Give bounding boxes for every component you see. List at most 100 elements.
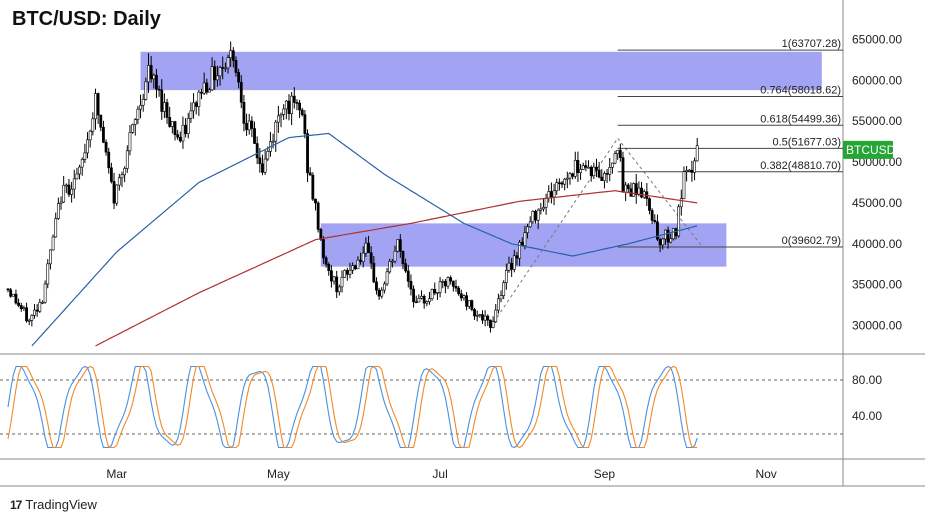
candle-body: [263, 158, 267, 173]
candle-body: [351, 265, 355, 271]
candle-body: [144, 81, 148, 100]
price-tick-label: 55000.00: [852, 114, 902, 128]
candle-body: [613, 153, 617, 164]
candle-body: [319, 229, 323, 240]
candle-body: [459, 293, 463, 299]
candle-body: [345, 270, 349, 275]
candle-body: [125, 150, 129, 169]
candle-body: [170, 121, 174, 127]
candle-body: [43, 283, 47, 303]
candle-body: [502, 282, 506, 296]
candle-body: [56, 203, 60, 219]
candle-body: [231, 50, 235, 61]
candle-body: [176, 134, 180, 138]
candle-body: [571, 173, 575, 177]
candle-body: [266, 151, 270, 160]
candle-body: [218, 67, 222, 77]
candle-body: [401, 250, 405, 264]
candle-body: [677, 206, 681, 237]
candle-body: [186, 118, 190, 134]
candle-body: [223, 67, 227, 70]
candle-body: [343, 270, 347, 278]
candle-body: [422, 295, 426, 304]
time-tick-label: Sep: [594, 467, 616, 481]
candle-body: [245, 123, 248, 131]
candle-body: [621, 157, 625, 193]
candle-body: [632, 183, 635, 197]
candle-body: [300, 109, 304, 115]
candle-body: [581, 165, 585, 170]
price-tick-label: 60000.00: [852, 73, 902, 87]
candle-body: [168, 117, 172, 127]
candle-body: [139, 104, 142, 110]
candle-body: [550, 191, 553, 198]
candle-body: [27, 320, 31, 322]
fib-level-label: 0.382(48810.70): [760, 160, 841, 172]
price-tag-label: BTCUSD: [846, 143, 896, 157]
candle-body: [202, 82, 206, 94]
candle-body: [189, 110, 193, 119]
candle-body: [75, 173, 79, 180]
osc-tick-label: 40.00: [852, 409, 882, 423]
candle-body: [88, 130, 92, 141]
candle-body: [200, 91, 203, 94]
candle-body: [515, 255, 519, 259]
candle-body: [433, 288, 437, 294]
candle-body: [115, 184, 119, 204]
candle-body: [430, 288, 434, 300]
price-tag-box: [843, 140, 893, 159]
candle-body: [441, 281, 445, 283]
time-tick-label: Mar: [106, 467, 127, 481]
candle-body: [33, 309, 36, 316]
candle-body: [128, 132, 132, 152]
candle-body: [489, 319, 492, 328]
candle-body: [380, 289, 384, 297]
candle-body: [141, 98, 145, 106]
candle-body: [247, 120, 251, 131]
candle-body: [682, 171, 686, 199]
fib-level-label: 1(63707.28): [782, 38, 841, 50]
candle-body: [155, 74, 158, 90]
candle-body: [674, 228, 678, 237]
candle-body: [86, 139, 89, 154]
candle-body: [377, 289, 381, 297]
candle-body: [618, 149, 622, 158]
candle-body: [181, 124, 185, 142]
candle-body: [295, 102, 299, 104]
candle-body: [226, 57, 230, 69]
fib-retrace-line: [617, 138, 703, 248]
candle-body: [486, 315, 490, 321]
candle-body: [406, 270, 410, 282]
candle-body: [276, 115, 280, 123]
candle-body: [59, 201, 63, 204]
candle-body: [107, 151, 111, 169]
candle-body: [91, 118, 95, 132]
fib-level-label: 0(39602.79): [782, 235, 841, 247]
candle-body: [518, 242, 522, 259]
candle-body: [385, 271, 389, 285]
candle-body: [340, 276, 344, 288]
candle-body: [592, 166, 596, 176]
tradingview-logo[interactable]: 17 TradingView: [10, 497, 97, 512]
candle-body: [496, 298, 500, 311]
candle-body: [531, 210, 535, 223]
candle-body: [565, 177, 569, 180]
candle-body: [147, 65, 150, 83]
candle-body: [51, 236, 55, 251]
candle-body: [499, 295, 503, 300]
candle-body: [584, 165, 588, 168]
candle-body: [242, 101, 246, 124]
candle-body: [462, 295, 466, 299]
candle-body: [290, 95, 294, 115]
stoch-k-line: [7, 365, 698, 449]
candle-body: [356, 259, 360, 270]
osc-tick-label: 80.00: [852, 373, 882, 387]
candles-group: [6, 41, 699, 333]
candle-body: [284, 100, 288, 110]
candle-body: [117, 177, 121, 186]
candle-body: [573, 160, 577, 177]
candle-body: [329, 270, 333, 282]
candle-body: [425, 301, 429, 304]
